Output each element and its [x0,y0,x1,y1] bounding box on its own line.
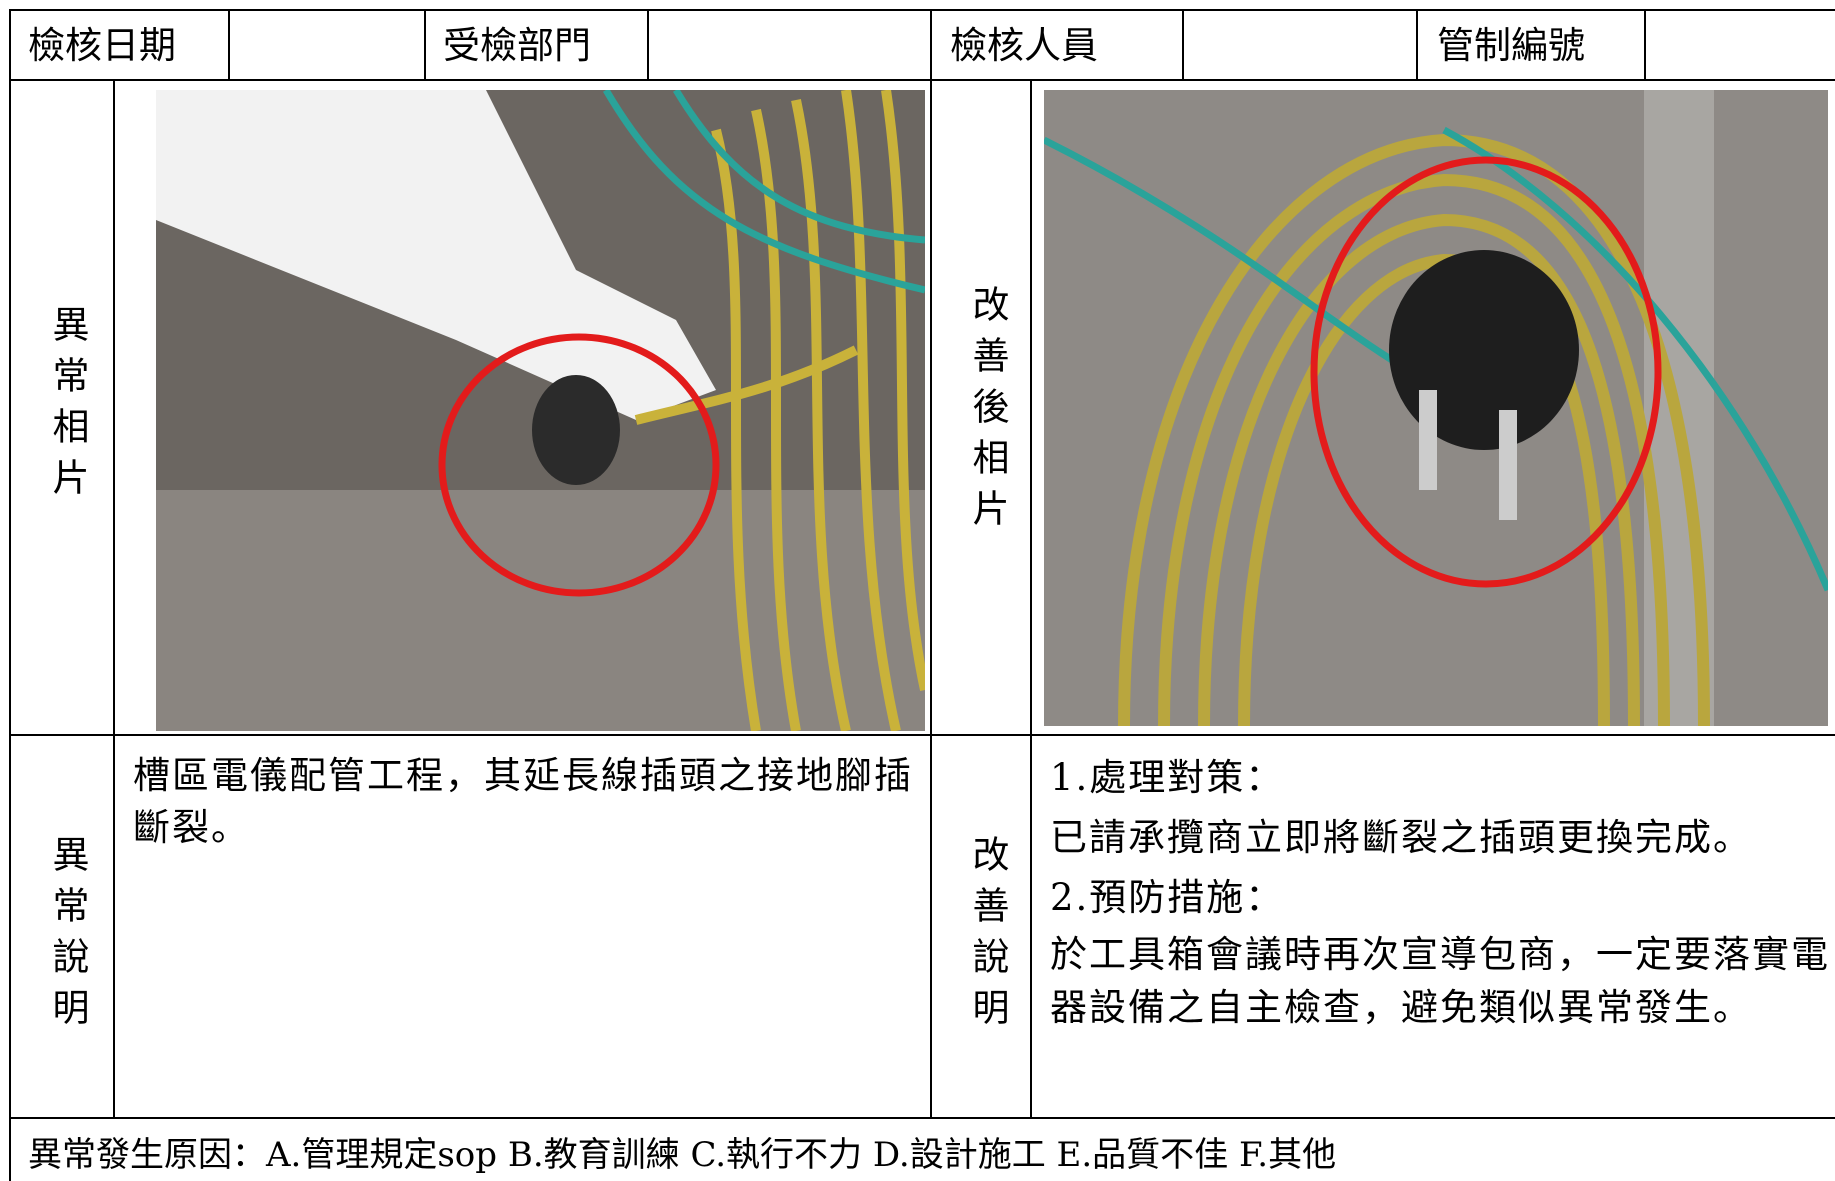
footer-causes: 異常發生原因：A.管理規定sop B.教育訓練 C.執行不力 D.設計施工 E.… [28,1135,1337,1175]
improvement-line: 於工具箱會議時再次宣導包商，一定要落實電器設備之自主檢查，避免類似異常發生。 [1050,933,1830,1029]
after-photo [1044,90,1828,726]
rule [647,9,649,80]
rule [113,80,115,1118]
rule [1416,9,1418,80]
rule [9,1117,1835,1119]
rule [930,9,932,1118]
header-label: 受檢部門 [443,24,591,67]
improvement-line: 2.預防措施： [1050,876,1285,919]
row-label: 改善後相片 [966,285,1009,540]
header-label: 管制編號 [1437,24,1585,67]
description-text: 槽區電儀配管工程，其延長線插頭之接地腳插斷裂。 [133,754,913,849]
rule [1644,9,1646,80]
rule [9,9,1835,11]
row-label: 異常相片 [46,305,89,509]
rule [1182,9,1184,80]
improvement-text: 1.處理對策： 已請承攬商立即將斷裂之插頭更換完成。 2.預防措施： 於工具箱會… [1050,748,1830,1034]
row-label: 改善說明 [966,835,1009,1039]
rule [424,9,426,80]
rule [9,9,11,1181]
rule [9,734,1835,736]
header-label: 檢核人員 [950,24,1098,67]
improvement-line: 已請承攬商立即將斷裂之插頭更換完成。 [1050,816,1752,859]
rule [1030,80,1032,1118]
before-photo [156,90,925,731]
rule [228,9,230,80]
header-label: 檢核日期 [28,24,176,67]
improvement-line: 1.處理對策： [1050,756,1285,799]
row-label: 異常說明 [46,835,89,1039]
rule [9,79,1835,81]
